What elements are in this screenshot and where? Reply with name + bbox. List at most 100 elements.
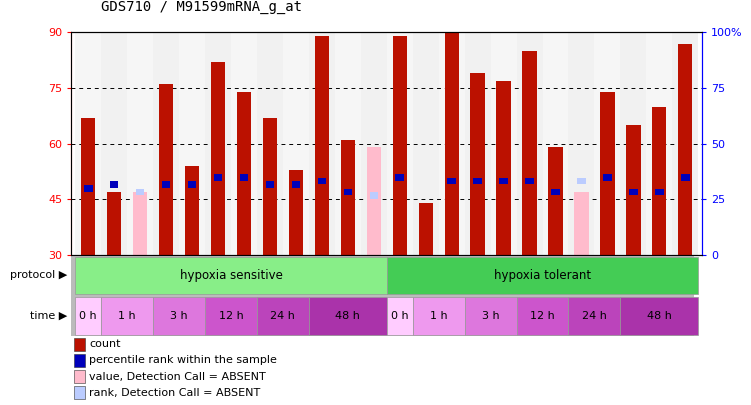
Bar bbox=[387, 32, 413, 255]
Bar bbox=[542, 32, 569, 255]
Bar bbox=[257, 297, 309, 335]
Text: hypoxia sensitive: hypoxia sensitive bbox=[179, 269, 282, 282]
Bar bbox=[393, 36, 407, 255]
Bar bbox=[309, 297, 387, 335]
Bar bbox=[74, 386, 85, 399]
Bar bbox=[133, 192, 147, 255]
Bar bbox=[240, 174, 249, 181]
Bar bbox=[74, 370, 85, 383]
Bar bbox=[517, 297, 569, 335]
Bar bbox=[360, 32, 387, 255]
Bar bbox=[153, 297, 205, 335]
Bar bbox=[578, 177, 586, 184]
Bar bbox=[75, 257, 387, 294]
Bar bbox=[289, 170, 303, 255]
Bar bbox=[153, 32, 179, 255]
Bar bbox=[188, 181, 196, 188]
Bar bbox=[185, 166, 199, 255]
Bar bbox=[74, 338, 85, 351]
Bar bbox=[448, 177, 456, 184]
Bar bbox=[74, 354, 85, 367]
Bar bbox=[110, 181, 119, 188]
Bar bbox=[499, 177, 508, 184]
Bar bbox=[569, 297, 620, 335]
Bar bbox=[490, 32, 517, 255]
Text: GDS710 / M91599mRNA_g_at: GDS710 / M91599mRNA_g_at bbox=[101, 0, 303, 14]
Bar bbox=[75, 297, 101, 335]
Bar bbox=[387, 257, 698, 294]
Bar bbox=[672, 32, 698, 255]
Bar bbox=[266, 181, 274, 188]
Bar bbox=[525, 177, 534, 184]
Text: 48 h: 48 h bbox=[647, 311, 672, 321]
Text: 3 h: 3 h bbox=[482, 311, 499, 321]
Bar bbox=[136, 189, 144, 195]
Bar bbox=[107, 192, 122, 255]
Bar bbox=[523, 51, 537, 255]
Bar bbox=[465, 32, 490, 255]
Bar bbox=[343, 189, 352, 195]
Text: percentile rank within the sample: percentile rank within the sample bbox=[89, 356, 277, 365]
Bar bbox=[263, 118, 277, 255]
Bar bbox=[231, 32, 257, 255]
Bar bbox=[127, 32, 153, 255]
Bar bbox=[283, 32, 309, 255]
Bar bbox=[681, 174, 689, 181]
Bar bbox=[626, 125, 641, 255]
Bar bbox=[473, 177, 482, 184]
Bar bbox=[161, 181, 170, 188]
Bar bbox=[575, 192, 589, 255]
Text: 1 h: 1 h bbox=[119, 311, 136, 321]
Bar bbox=[366, 147, 381, 255]
Bar bbox=[75, 32, 101, 255]
Bar bbox=[205, 297, 257, 335]
Bar bbox=[211, 62, 225, 255]
Bar bbox=[413, 297, 465, 335]
Bar bbox=[629, 189, 638, 195]
Bar bbox=[159, 84, 173, 255]
Bar bbox=[237, 92, 251, 255]
Text: protocol ▶: protocol ▶ bbox=[11, 271, 68, 280]
Bar bbox=[439, 32, 465, 255]
Text: count: count bbox=[89, 339, 120, 349]
Bar bbox=[413, 32, 439, 255]
Bar bbox=[369, 192, 378, 199]
Bar bbox=[496, 81, 511, 255]
Bar bbox=[418, 203, 433, 255]
Bar bbox=[179, 32, 205, 255]
Text: time ▶: time ▶ bbox=[30, 311, 68, 321]
Bar bbox=[341, 140, 355, 255]
Bar bbox=[291, 181, 300, 188]
Text: 1 h: 1 h bbox=[430, 311, 448, 321]
Text: 24 h: 24 h bbox=[582, 311, 607, 321]
Bar bbox=[101, 32, 127, 255]
Text: 12 h: 12 h bbox=[530, 311, 555, 321]
Text: 3 h: 3 h bbox=[170, 311, 188, 321]
Bar bbox=[569, 32, 595, 255]
Bar bbox=[335, 32, 360, 255]
Bar bbox=[445, 29, 459, 255]
Text: 12 h: 12 h bbox=[219, 311, 243, 321]
Text: value, Detection Call = ABSENT: value, Detection Call = ABSENT bbox=[89, 372, 266, 382]
Text: 0 h: 0 h bbox=[80, 311, 97, 321]
Bar bbox=[205, 32, 231, 255]
Text: 48 h: 48 h bbox=[336, 311, 360, 321]
Bar bbox=[517, 32, 542, 255]
Bar bbox=[318, 177, 326, 184]
Bar bbox=[396, 174, 404, 181]
Bar bbox=[309, 32, 335, 255]
Bar bbox=[620, 32, 647, 255]
Bar bbox=[678, 44, 692, 255]
Bar bbox=[595, 32, 620, 255]
Bar bbox=[470, 73, 484, 255]
Text: 0 h: 0 h bbox=[391, 311, 409, 321]
Bar bbox=[421, 278, 430, 284]
Bar bbox=[81, 118, 95, 255]
Bar bbox=[551, 189, 559, 195]
Bar bbox=[652, 107, 666, 255]
Bar bbox=[315, 36, 329, 255]
Bar bbox=[214, 174, 222, 181]
Bar bbox=[548, 147, 562, 255]
Bar bbox=[655, 189, 664, 195]
Bar bbox=[620, 297, 698, 335]
